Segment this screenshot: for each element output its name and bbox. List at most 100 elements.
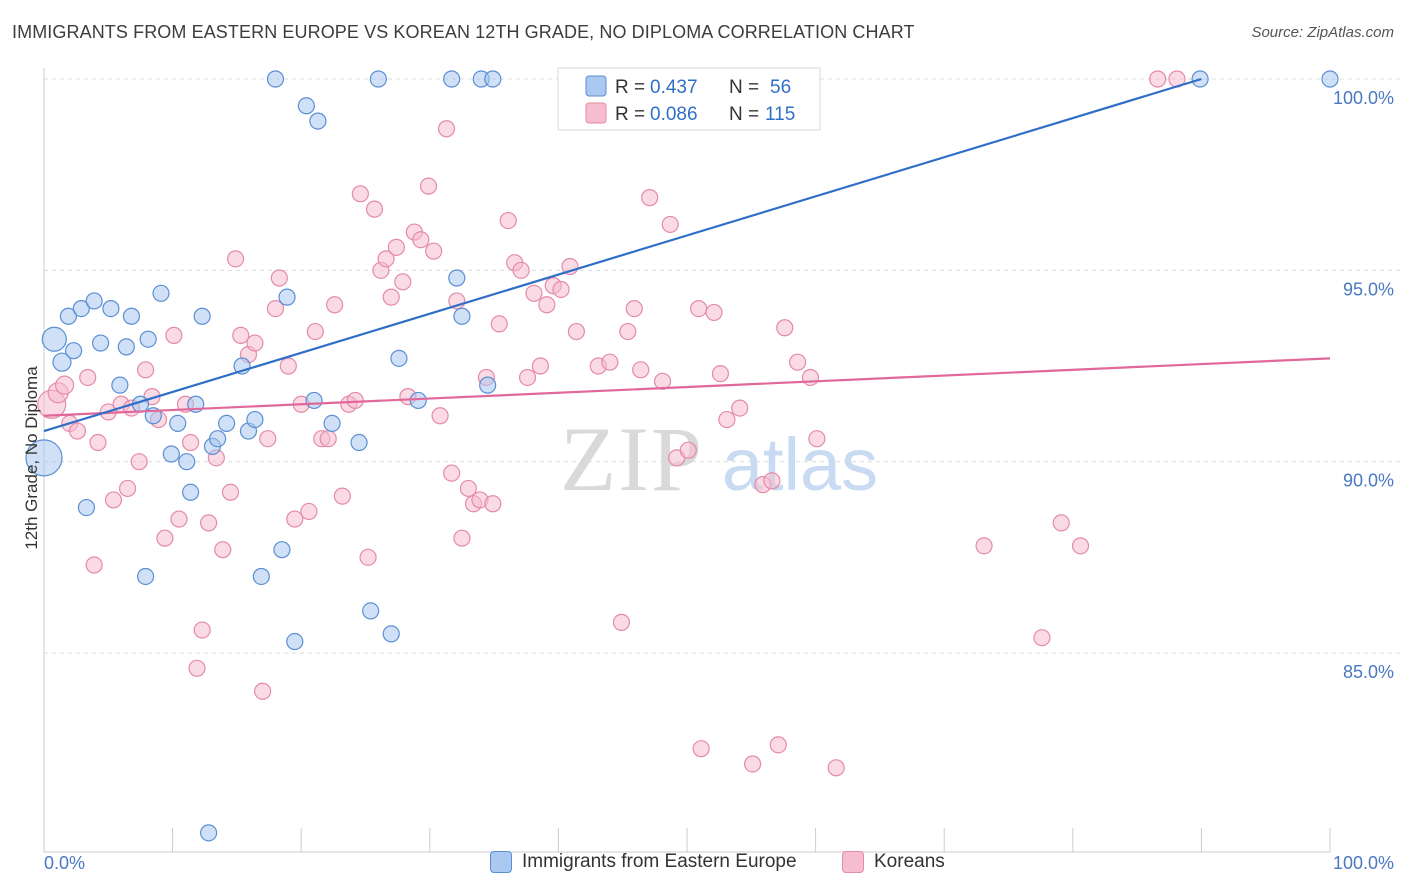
- koreans-point-81: [567, 322, 586, 341]
- eastern-europe-point-50: [479, 376, 497, 394]
- eastern-europe-point-34: [278, 288, 296, 306]
- koreans-point-113: [1149, 70, 1167, 88]
- koreans-point-84: [601, 353, 619, 371]
- eastern-europe-point-39: [323, 414, 341, 432]
- x-tick-label-0: 0.0%: [44, 853, 85, 873]
- koreans-point-109: [975, 537, 993, 555]
- eastern-europe-point-9: [102, 300, 120, 318]
- eastern-europe-point-18: [162, 445, 180, 463]
- eastern-europe-point-41: [362, 602, 380, 620]
- chart-title: IMMIGRANTS FROM EASTERN EUROPE VS KOREAN…: [12, 22, 915, 42]
- eastern-europe-point-23: [193, 307, 211, 325]
- eastern-europe-point-47: [448, 269, 466, 287]
- koreans-point-111: [1052, 514, 1070, 532]
- eastern-europe-point-38: [309, 112, 327, 130]
- legend-swatch-koreans: [842, 851, 864, 873]
- koreans-point-14: [136, 361, 155, 379]
- eastern-europe-point-19: [169, 414, 187, 432]
- koreans-point-34: [266, 300, 285, 318]
- legend-r-label-1: R =: [615, 77, 645, 98]
- eastern-europe-point-31: [252, 567, 270, 586]
- koreans-point-47: [351, 185, 369, 203]
- koreans-point-22: [188, 659, 206, 677]
- legend-n-value-1: 56: [770, 77, 791, 98]
- koreans-point-36: [279, 357, 297, 375]
- koreans-point-94: [689, 300, 708, 318]
- eastern-europe-point-46: [443, 70, 461, 88]
- y-tick-label-3: 100.0%: [1333, 88, 1394, 108]
- koreans-point-89: [641, 189, 659, 207]
- eastern-europe-point-21: [182, 483, 200, 501]
- eastern-europe-point-5: [72, 300, 90, 318]
- koreans-point-105: [788, 353, 807, 371]
- eastern-europe-point-30: [246, 410, 264, 429]
- koreans-point-90: [653, 372, 672, 390]
- koreans-point-18: [165, 326, 183, 344]
- koreans-point-96: [705, 303, 723, 322]
- koreans-point-59: [425, 242, 443, 260]
- koreans-point-5: [79, 368, 97, 387]
- koreans-point-32: [254, 682, 272, 700]
- koreans-point-11: [118, 479, 137, 498]
- koreans-point-29: [232, 326, 250, 344]
- koreans-point-57: [412, 231, 430, 249]
- eastern-europe-point-53: [1321, 70, 1339, 88]
- bottom-legend: Immigrants from Eastern Europe Koreans: [0, 851, 1406, 879]
- koreans-point-26: [214, 541, 232, 559]
- koreans-point-69: [484, 495, 502, 513]
- watermark: ZIP atlas: [560, 408, 878, 510]
- koreans-point-100: [743, 755, 762, 773]
- y-tick-label-1: 90.0%: [1343, 471, 1394, 491]
- koreans-point-71: [499, 211, 517, 230]
- koreans-point-107: [808, 430, 826, 448]
- legend-item-koreans: Koreans: [842, 851, 945, 873]
- eastern-europe-point-17: [152, 284, 170, 302]
- koreans-point-6: [85, 556, 103, 574]
- eastern-europe-point-48: [453, 307, 471, 325]
- legend: R = 0.437 N = 56 R = 0.086 N = 115: [557, 67, 821, 131]
- watermark-atlas: atlas: [722, 423, 878, 506]
- koreans-point-99: [731, 399, 749, 417]
- legend-swatch-eastern-europe: [490, 851, 512, 873]
- koreans-point-76: [531, 357, 549, 375]
- koreans-point-77: [538, 296, 556, 314]
- legend-r-value-1: 0.437: [650, 77, 698, 98]
- koreans-point-24: [200, 514, 218, 532]
- koreans-point-46: [346, 391, 364, 410]
- eastern-europe-point-11: [117, 338, 135, 356]
- koreans-point-31: [246, 334, 264, 352]
- eastern-europe-point-35: [286, 632, 304, 651]
- koreans-point-4: [68, 422, 87, 440]
- eastern-europe-point-42: [369, 70, 387, 88]
- koreans-point-93: [679, 441, 697, 459]
- koreans-point-64: [453, 529, 471, 547]
- eastern-europe-point-26: [209, 430, 227, 448]
- koreans-point-23: [193, 621, 211, 639]
- koreans-point-79: [552, 280, 570, 299]
- koreans-point-86: [619, 322, 637, 341]
- eastern-europe-point-24: [200, 824, 218, 842]
- y-axis-label: 12th Grade, No Diploma: [22, 366, 41, 550]
- eastern-europe-point-51: [484, 70, 502, 88]
- koreans-point-97: [711, 365, 730, 383]
- eastern-europe-point-3: [59, 307, 78, 325]
- koreans-point-108: [827, 759, 845, 777]
- eastern-europe-point-1: [41, 326, 67, 352]
- koreans-point-39: [300, 502, 318, 521]
- koreans-point-49: [365, 200, 384, 218]
- eastern-europe-point-8: [91, 334, 110, 352]
- koreans-point-106: [801, 368, 820, 387]
- y-tick-labels: 85.0% 90.0% 95.0% 100.0%: [1333, 88, 1394, 682]
- y-tick-label-2: 95.0%: [1343, 279, 1394, 299]
- koreans-point-62: [443, 464, 461, 482]
- koreans-point-91: [661, 215, 679, 234]
- legend-swatch-pink: [585, 102, 607, 124]
- eastern-europe-point-10: [111, 376, 129, 394]
- eastern-europe-point-32: [266, 70, 285, 88]
- legend-swatch-blue: [585, 75, 607, 97]
- eastern-europe-point-14: [136, 567, 155, 586]
- eastern-europe-point-45: [409, 391, 427, 410]
- koreans-point-103: [769, 736, 787, 754]
- eastern-europe-point-12: [122, 307, 141, 325]
